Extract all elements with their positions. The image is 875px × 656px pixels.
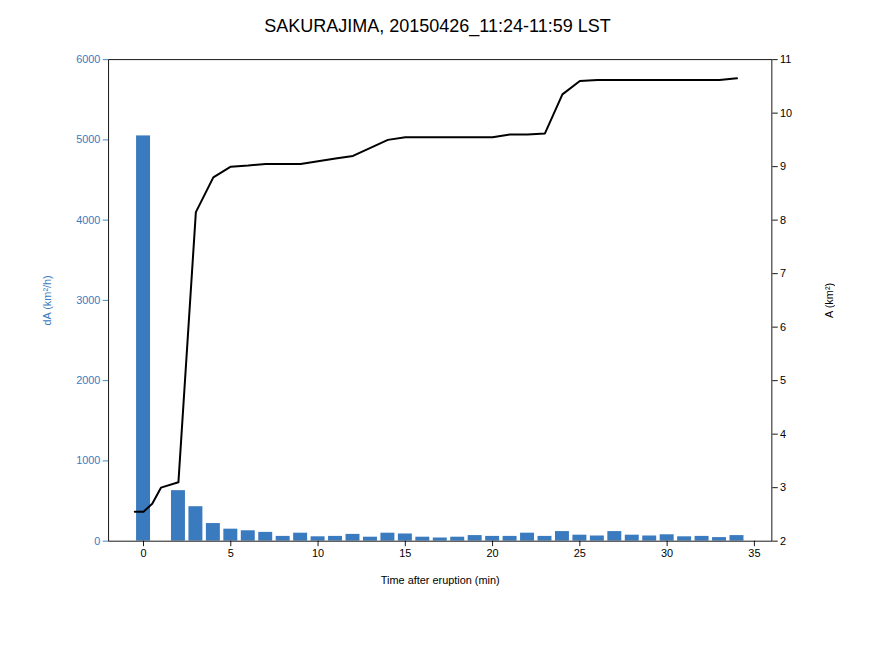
svg-text:10: 10 [780,107,792,119]
svg-text:3: 3 [780,481,786,493]
svg-text:20: 20 [487,547,499,559]
svg-text:0: 0 [140,547,146,559]
svg-text:6: 6 [780,321,786,333]
svg-text:Time after eruption (min): Time after eruption (min) [381,574,500,586]
svg-text:35: 35 [748,547,760,559]
svg-text:7: 7 [780,267,786,279]
svg-text:10: 10 [312,547,324,559]
svg-text:dA (km²/h): dA (km²/h) [41,275,53,325]
svg-text:2000: 2000 [76,374,100,386]
svg-text:5: 5 [780,374,786,386]
svg-text:25: 25 [574,547,586,559]
svg-text:6000: 6000 [76,53,100,65]
svg-text:11: 11 [780,53,791,65]
svg-text:3000: 3000 [76,294,100,306]
svg-text:15: 15 [399,547,411,559]
svg-text:9: 9 [780,160,786,172]
svg-text:0: 0 [94,535,100,547]
svg-text:5: 5 [228,547,234,559]
svg-text:1000: 1000 [76,454,100,466]
svg-text:4: 4 [780,428,786,440]
svg-text:30: 30 [661,547,673,559]
svg-text:8: 8 [780,214,786,226]
svg-text:2: 2 [780,535,786,547]
svg-text:4000: 4000 [76,214,100,226]
svg-text:5000: 5000 [76,133,100,145]
html-text:SAKURAJIMA, 20150426_11:24-11:: SAKURAJIMA, 20150426_11:24-11:59 LST [264,16,611,36]
svg-text:A (km²): A (km²) [823,283,835,318]
